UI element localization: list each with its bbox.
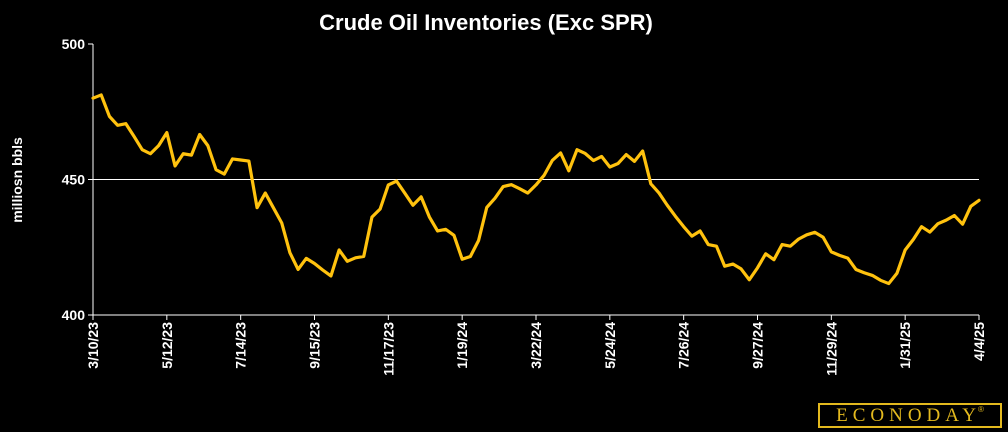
- x-tick-label: 11/29/24: [823, 322, 839, 376]
- x-tick-label: 9/15/23: [307, 322, 323, 369]
- x-tick-label: 4/4/25: [971, 322, 987, 361]
- axes: [92, 44, 979, 316]
- y-axis-label: milliosn bbls: [9, 137, 25, 223]
- logo-text: ECONODAY: [836, 404, 981, 426]
- x-tick-label: 1/19/24: [454, 322, 470, 369]
- chart-title: Crude Oil Inventories (Exc SPR): [319, 10, 653, 35]
- x-tick-label: 9/27/24: [750, 322, 766, 369]
- x-tick-label: 3/22/24: [528, 322, 544, 369]
- econoday-logo: ECONODAY ®: [818, 403, 1002, 428]
- x-tick-labels: 3/10/23 5/12/23 7/14/23 9/15/23 11/17/23 1/19…: [85, 315, 987, 376]
- x-tick-label: 5/24/24: [602, 322, 618, 369]
- x-tick-label: 7/26/24: [676, 322, 692, 369]
- x-tick-label: 3/10/23: [85, 322, 101, 369]
- y-tick-label: 400: [62, 307, 86, 323]
- series-line-0: [91, 93, 981, 286]
- y-tick-label: 450: [62, 172, 86, 188]
- logo-registered-mark: ®: [977, 405, 984, 414]
- y-tick-labels: 400 450 500: [62, 36, 93, 323]
- x-tick-label: 5/12/23: [159, 322, 175, 369]
- series-layer: [91, 93, 981, 286]
- x-tick-label: 11/17/23: [380, 322, 396, 376]
- x-tick-label: 1/31/25: [897, 322, 913, 369]
- x-tick-label: 7/14/23: [233, 322, 249, 369]
- y-tick-label: 500: [62, 36, 86, 52]
